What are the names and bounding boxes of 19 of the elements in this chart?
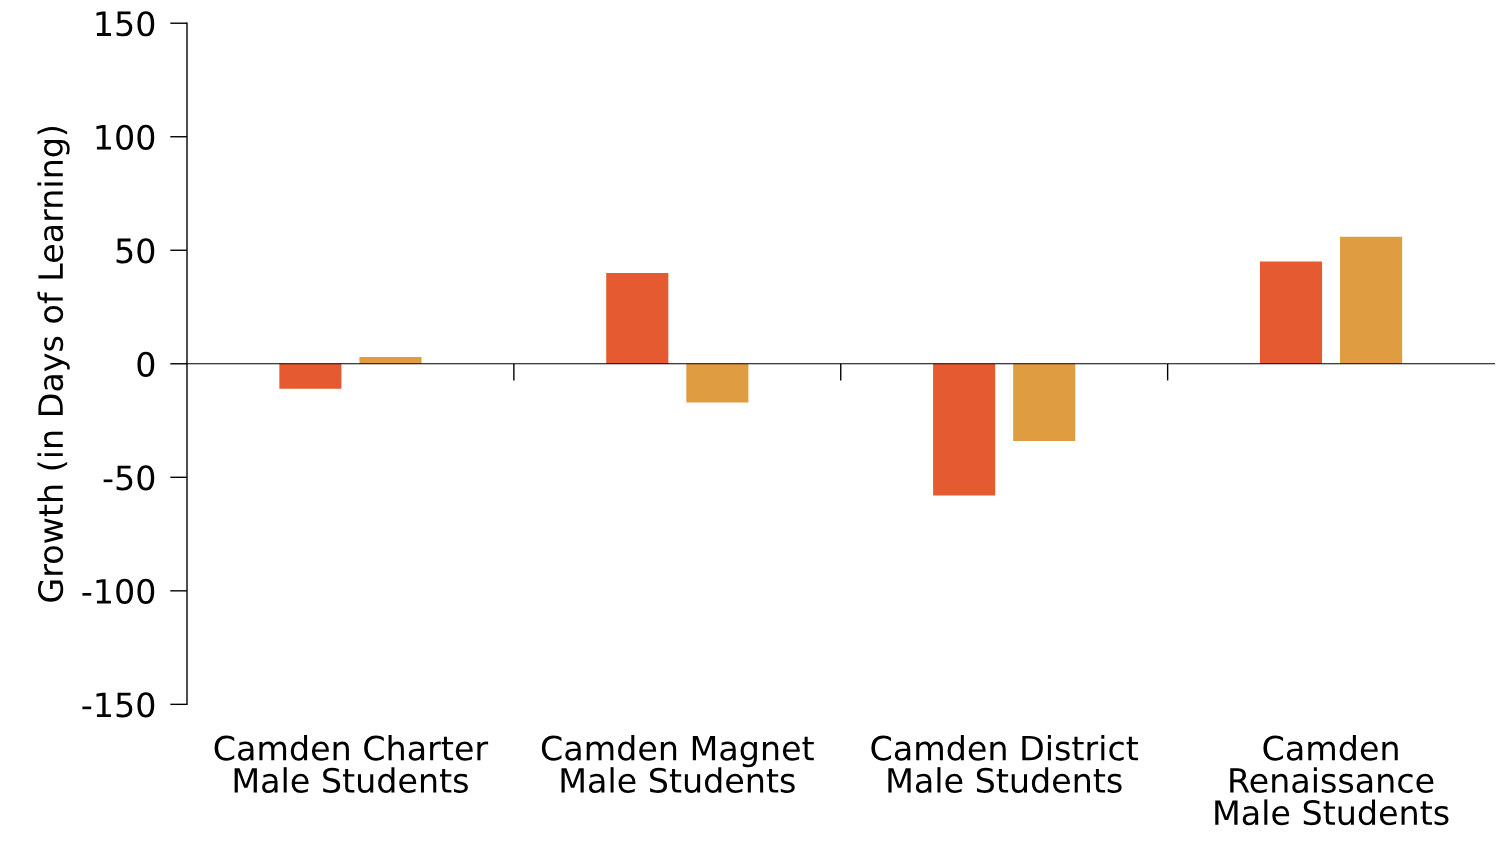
y-tick-label: -100	[82, 578, 155, 604]
x-tick-label: Camden Charter Male Students	[214, 734, 489, 793]
y-tick-label: -150	[82, 692, 155, 718]
x-tick-label: Camden Renaissance Male Students	[1215, 734, 1449, 826]
bar	[1340, 236, 1403, 364]
bar	[686, 363, 749, 403]
bar	[279, 363, 342, 389]
x-tick-label: Camden Magnet Male Students	[541, 734, 814, 793]
bar	[1259, 261, 1323, 364]
y-tick-label: 100	[96, 124, 155, 150]
y-tick-label: 150	[96, 11, 155, 37]
y-tick-label: 50	[116, 238, 155, 264]
y-axis-title: Growth (in Days of Learning)	[37, 126, 70, 602]
bar	[606, 272, 669, 364]
y-tick-label: -50	[103, 465, 155, 491]
bar	[933, 363, 996, 496]
x-tick-label: Camden District Male Students	[871, 734, 1139, 793]
y-tick-label: 0	[137, 351, 155, 377]
bar	[1013, 363, 1076, 441]
